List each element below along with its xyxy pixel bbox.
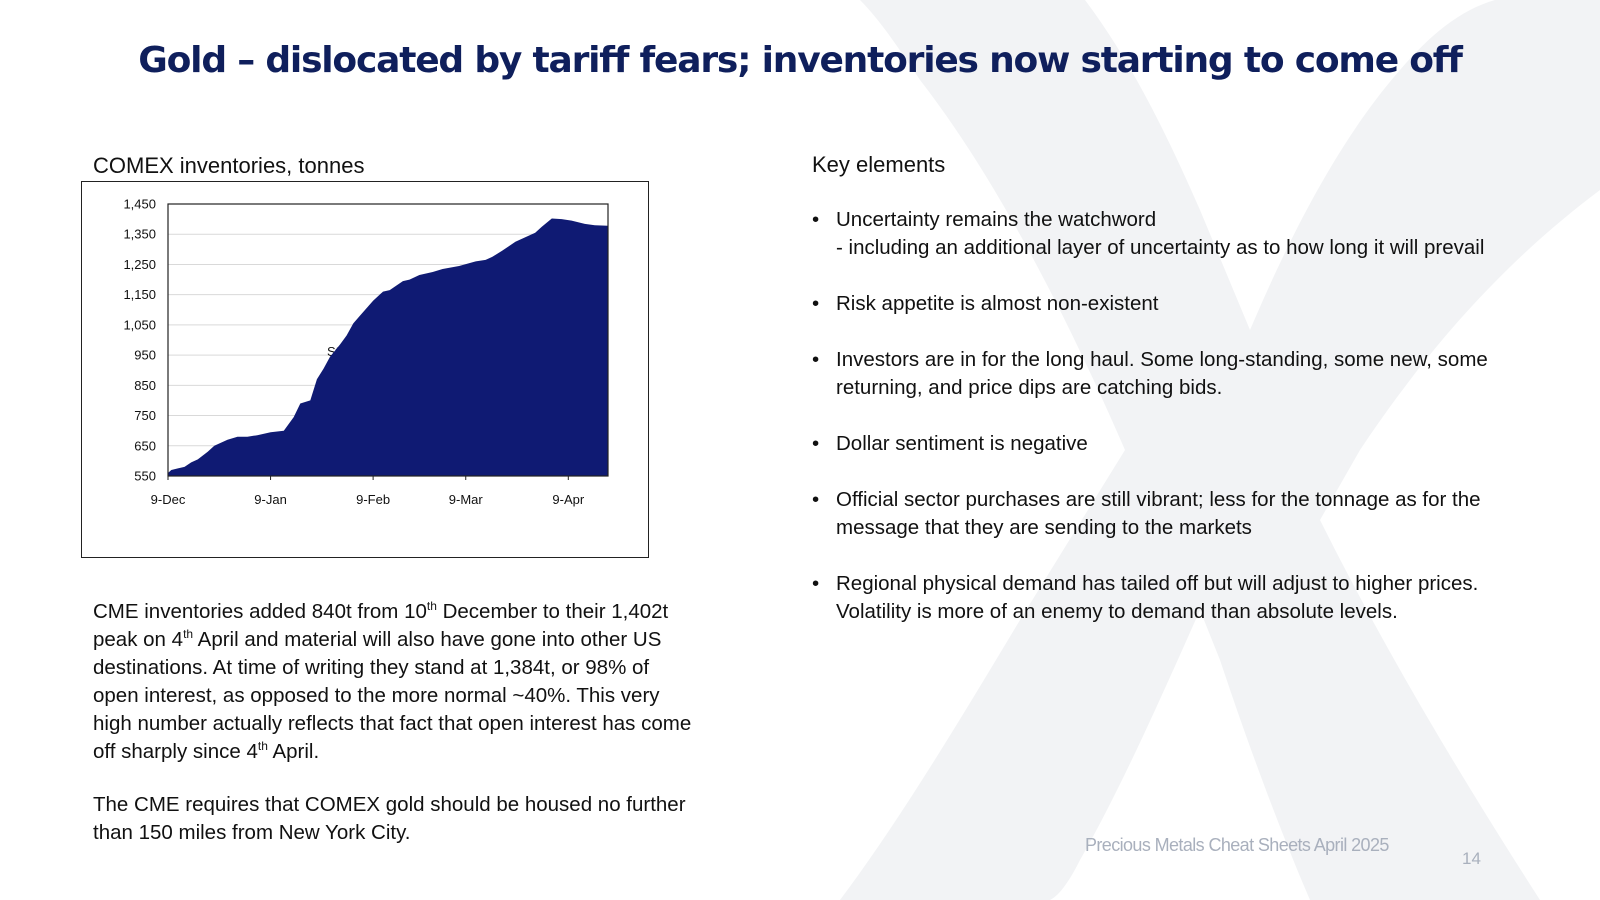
commentary-text-2: December to their 1,402t peak on 4 [93,600,669,651]
x-tick-label: 9-Feb [356,492,390,507]
bullet-glyph: • [812,208,820,231]
bullet-subtext: - including an additional layer of uncer… [836,236,1485,259]
commentary-sup-1: th [426,599,437,614]
list-item: • Risk appetite is almost non-existent [812,290,1512,318]
y-axis-ticks: 550 650 750 850 950 1,050 1,150 1,250 1,350 1,450 [123,197,156,484]
page-title: Gold – dislocated by tariff fears; inven… [138,40,1463,81]
x-axis-ticks: 9-Dec 9-Jan 9-Feb 9-Mar 9-Apr [151,476,585,507]
list-item: • Official sector purchases are still vib… [812,486,1512,542]
y-tick-label: 750 [134,408,156,423]
commentary-text-1: CME inventories added 840t from 10 [93,600,427,623]
bullet-text: Dollar sentiment is negative [836,432,1088,455]
y-tick-label: 1,350 [123,227,156,242]
commentary-text-4: April. [267,740,320,763]
y-tick-label: 950 [134,348,156,363]
x-tick-label: 9-Apr [552,492,584,507]
bullet-text: Official sector purchases are still vibr… [836,488,1481,539]
cme-housing-note: The CME requires that COMEX gold should … [93,793,686,844]
bullet-text: Risk appetite is almost non-existent [836,292,1159,315]
plot-area-border [167,203,609,477]
bullet-glyph: • [812,572,820,595]
y-tick-label: 1,050 [123,317,156,332]
list-item: • Uncertainty remains the watchword - incl… [812,206,1512,262]
y-tick-label: 550 [134,469,156,484]
x-tick-label: 9-Jan [254,492,287,507]
y-tick-label: 850 [134,378,156,393]
bullet-glyph: • [812,432,820,455]
y-tick-label: 1,150 [123,287,156,302]
bullet-text: Uncertainty remains the watchword [836,208,1157,231]
bullet-text: Regional physical demand has tailed off … [836,572,1479,623]
chart-frame: St 550 650 750 850 950 1,050 1,150 1,250 1,350 1,… [81,181,649,558]
x-tick-label: 9-Dec [151,492,186,507]
page-number: 14 [1462,849,1481,868]
chart-caption: COMEX inventories, tonnes [93,153,365,178]
y-tick-label: 650 [134,438,156,453]
inventory-area-chart: St 5506507508509501,0501,1501,2501,3501,… [123,197,609,507]
bullet-glyph: • [812,488,820,511]
inventory-commentary: CME inventories added 840t from 10th Dec… [93,598,693,766]
x-tick-label: 9-Mar [449,492,484,507]
list-item: • Dollar sentiment is negative [812,430,1512,458]
commentary-sup-2: th [183,627,194,642]
key-elements-heading: Key elements [812,152,946,177]
list-item: • Investors are in for the long haul. Som… [812,346,1512,402]
key-elements-list: • Uncertainty remains the watchword - incl… [812,206,1512,654]
bullet-glyph: • [812,292,820,315]
y-tick-label: 1,250 [123,257,156,272]
footer-caption: Precious Metals Cheat Sheets April 2025 [1085,835,1389,855]
commentary-text-3: April and material will also have gone i… [93,628,692,763]
inventory-area-series [168,218,608,476]
list-item: • Regional physical demand has tailed off… [812,570,1512,626]
commentary-sup-3: th [257,739,268,754]
bullet-glyph: • [812,348,820,371]
y-tick-label: 1,450 [123,197,156,212]
bullet-text: Investors are in for the long haul. Some… [836,348,1488,399]
